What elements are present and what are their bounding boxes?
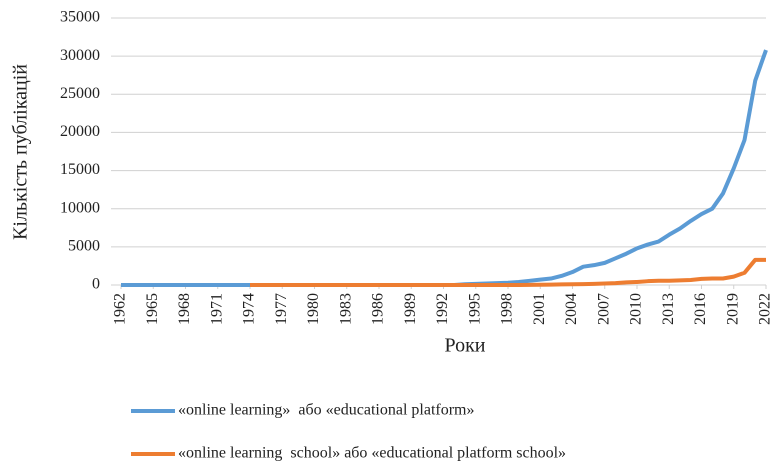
legend-label: «online learning school» або «educationa…: [178, 445, 566, 462]
y-tick-label: 25000: [60, 85, 100, 102]
x-tick-label: 1977: [273, 293, 290, 325]
y-tick-label: 5000: [68, 238, 100, 255]
x-tick-label: 1971: [208, 293, 225, 325]
y-axis-label: Кількість публікацій: [10, 64, 32, 240]
x-tick-label: 1965: [144, 293, 161, 325]
y-tick-label: 35000: [60, 9, 100, 26]
x-tick-label: 2013: [660, 293, 677, 325]
y-tick-label: 30000: [60, 47, 100, 64]
x-tick-label: 1986: [370, 293, 387, 325]
series-line: [250, 257, 766, 287]
x-tick-label: 2016: [692, 293, 709, 325]
x-tick-label: 2019: [724, 293, 741, 325]
x-tick-label: 1995: [466, 293, 483, 325]
x-tick-label: 2007: [595, 293, 612, 325]
x-tick-label: 1983: [337, 293, 354, 325]
x-tick-label: 2001: [531, 293, 548, 325]
legend-label: «online learning» або «educational platf…: [178, 402, 475, 419]
x-tick-label: 2010: [628, 293, 645, 325]
series-line: [121, 49, 768, 287]
x-tick-label: 2004: [563, 293, 580, 325]
x-tick-label: 2022: [757, 293, 773, 325]
x-tick-label: 1989: [402, 293, 419, 325]
y-tick-label: 10000: [60, 199, 100, 216]
x-tick-label: 1992: [434, 293, 451, 325]
x-tick-label: 1962: [112, 293, 129, 325]
x-tick-label: 1968: [176, 293, 193, 325]
x-axis-label: Роки: [444, 335, 485, 357]
y-tick-label: 15000: [60, 161, 100, 178]
x-tick-label: 1998: [499, 293, 516, 325]
x-tick-label: 1974: [241, 293, 258, 325]
x-tick-label: 1980: [305, 293, 322, 325]
y-tick-label: 20000: [60, 123, 100, 140]
y-tick-label: 0: [92, 276, 100, 293]
